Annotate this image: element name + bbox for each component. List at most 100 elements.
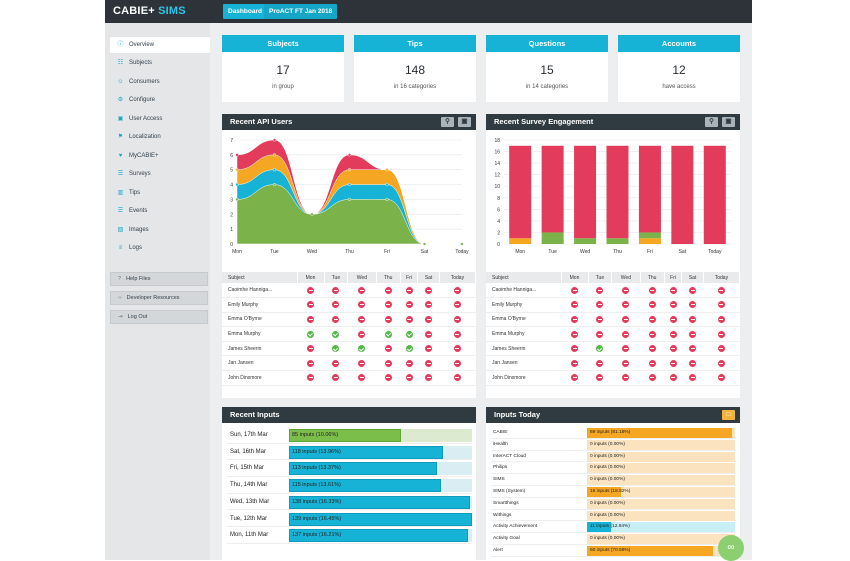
minus-icon — [648, 359, 656, 367]
column-header: Tue — [588, 272, 613, 283]
table-row[interactable]: James Sheerin — [222, 341, 476, 357]
minus-icon — [689, 286, 697, 294]
sidebar-item-overview[interactable]: ⓘ Overview — [110, 37, 210, 53]
table-row[interactable]: Emma Murphy — [222, 326, 476, 342]
table-row[interactable]: Emily Murphy — [486, 297, 740, 313]
search-icon[interactable]: ⚲ — [441, 117, 454, 127]
status-cell — [640, 312, 665, 328]
heart-icon: ♥ — [118, 152, 123, 159]
y-tick-label: 0 — [497, 242, 500, 248]
link-icon[interactable]: ∞ — [718, 535, 744, 561]
status-cell — [664, 341, 682, 357]
save-icon[interactable]: ▣ — [722, 117, 735, 127]
minus-icon — [571, 374, 579, 382]
y-tick-label: 2 — [230, 212, 233, 218]
sidebar-item-mycabie-[interactable]: ♥ MyCABIE+ — [110, 148, 210, 164]
minus-icon — [717, 374, 725, 382]
input-count: 0 inputs (0.00%) — [590, 512, 625, 518]
table-row[interactable]: Caoimhe Hanniga... — [222, 283, 476, 299]
minus-icon — [622, 374, 630, 382]
minus-icon — [384, 301, 392, 309]
table-row[interactable]: Emma O'Byrne — [222, 312, 476, 328]
status-cell — [703, 312, 740, 328]
brand-logo[interactable]: CABIE+ SIMS — [113, 5, 186, 17]
recent-input-row: Thu, 14th Mar 115 inputs (13.61%) — [227, 477, 472, 494]
sidebar-button-label: Log Out — [127, 314, 148, 320]
table-row[interactable]: Emma O'Byrne — [486, 312, 740, 328]
data-point — [347, 168, 352, 172]
status-cell — [561, 355, 589, 372]
y-tick-label: 7 — [230, 138, 233, 144]
minus-icon — [358, 374, 366, 382]
subject-name: Emily Murphy — [486, 297, 561, 313]
minus-icon — [425, 301, 433, 309]
table-row[interactable]: Emily Murphy — [222, 297, 476, 313]
input-source: Smartthings — [493, 500, 519, 506]
progress-bar — [587, 428, 733, 438]
search-icon[interactable]: ⚲ — [705, 117, 718, 127]
status-cell — [347, 283, 377, 299]
table-row[interactable]: James Sheerin — [486, 341, 740, 357]
table-row[interactable]: Emma Murphy — [486, 326, 740, 342]
sidebar-item-logs[interactable]: ≡ Logs — [110, 240, 210, 256]
save-icon[interactable]: ▣ — [458, 117, 471, 127]
table-row[interactable]: John Dinsmore — [486, 370, 740, 386]
status-cell — [324, 283, 348, 299]
table-row[interactable]: John Dinsmore — [222, 370, 476, 386]
bar-fri-s2 — [638, 145, 661, 233]
sidebar-item-configure[interactable]: ⚙ Configure — [110, 92, 210, 108]
y-tick-label: 3 — [230, 197, 233, 203]
status-cell — [297, 283, 325, 299]
nav-dashboard[interactable]: Dashboard — [223, 4, 267, 19]
minus-icon — [307, 286, 315, 294]
sidebar-item-localization[interactable]: ⚑ Localization — [110, 129, 210, 145]
minus-icon — [384, 286, 392, 294]
sidebar-button-help-files[interactable]: ? Help Files — [110, 272, 208, 286]
minus-icon — [622, 359, 630, 367]
nav-proact-ft[interactable]: ProACT FT Jan 2018 — [264, 4, 338, 19]
top-bar: CABIE+ SIMS Dashboard ProACT FT Jan 2018 — [105, 0, 752, 23]
sidebar-item-subjects[interactable]: ☷ Subjects — [110, 55, 210, 71]
input-count: 0 inputs (0.00%) — [590, 477, 625, 483]
sidebar-item-consumers[interactable]: ☺ Consumers — [110, 74, 210, 90]
minus-icon — [648, 330, 656, 338]
data-point — [460, 242, 464, 246]
minus-icon — [307, 374, 315, 382]
status-cell — [640, 283, 665, 299]
gear-icon: ⚙ — [117, 97, 124, 104]
sidebar-item-events[interactable]: ☰ Events — [110, 203, 210, 219]
minus-icon — [358, 286, 366, 294]
sidebar-item-images[interactable]: ▧ Images — [110, 222, 210, 238]
table-row[interactable]: Jan Jansen — [222, 355, 476, 372]
sidebar-item-user-access[interactable]: ▣ User Access — [110, 111, 210, 127]
minus-icon — [307, 301, 315, 309]
subject-name: Emily Murphy — [222, 297, 297, 313]
sidebar-button-developer-resources[interactable]: ‹› Developer Resources — [110, 291, 208, 305]
y-tick-label: 16 — [494, 150, 500, 156]
status-cell — [588, 370, 612, 386]
minus-icon — [648, 315, 656, 323]
bar-thu-s1 — [606, 238, 629, 244]
bar-wed-s1 — [574, 238, 597, 244]
sidebar-item-tips[interactable]: ▥ Tips — [110, 185, 210, 201]
subject-name: James Sheerin — [486, 341, 561, 357]
code-icon: ‹› — [118, 295, 122, 301]
sidebar-item-label: Subjects — [129, 60, 153, 67]
table-row[interactable]: Caoimhe Hanniga... — [486, 283, 740, 299]
panel-recent-inputs: Recent Inputs Sun, 17th Mar 85 inputs (10… — [222, 407, 476, 560]
progress-track — [587, 439, 735, 450]
x-tick-label: Sat — [679, 249, 687, 255]
surveys-icon: ☰ — [117, 171, 124, 178]
bar-tue-s1 — [541, 232, 564, 244]
input-count: 69 inputs (81.18%) — [590, 430, 631, 435]
api-users-table: Subject Mon Tue Wed Thu Fri Sat Today Caoimhe Ha… — [222, 272, 477, 386]
sidebar-item-label: Logs — [129, 244, 143, 251]
export-icon[interactable]: □ — [722, 410, 735, 420]
status-cell — [297, 370, 325, 386]
sidebar-button-log-out[interactable]: ⇥ Log Out — [110, 310, 208, 324]
x-tick-label: Sat — [421, 249, 429, 255]
sidebar-item-surveys[interactable]: ☰ Surveys — [110, 166, 210, 182]
minus-icon — [571, 315, 579, 323]
status-cell — [611, 326, 641, 342]
table-row[interactable]: Jan Jansen — [486, 355, 740, 372]
